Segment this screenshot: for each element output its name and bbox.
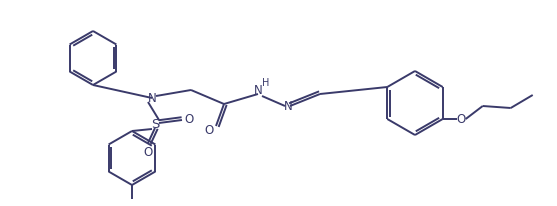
Text: N: N <box>253 83 262 96</box>
Text: N: N <box>284 99 292 112</box>
Text: O: O <box>204 124 214 137</box>
Text: S: S <box>151 117 159 130</box>
Text: N: N <box>148 91 157 104</box>
Text: O: O <box>456 112 465 125</box>
Text: O: O <box>184 112 194 125</box>
Text: O: O <box>143 145 153 158</box>
Text: H: H <box>262 78 270 88</box>
